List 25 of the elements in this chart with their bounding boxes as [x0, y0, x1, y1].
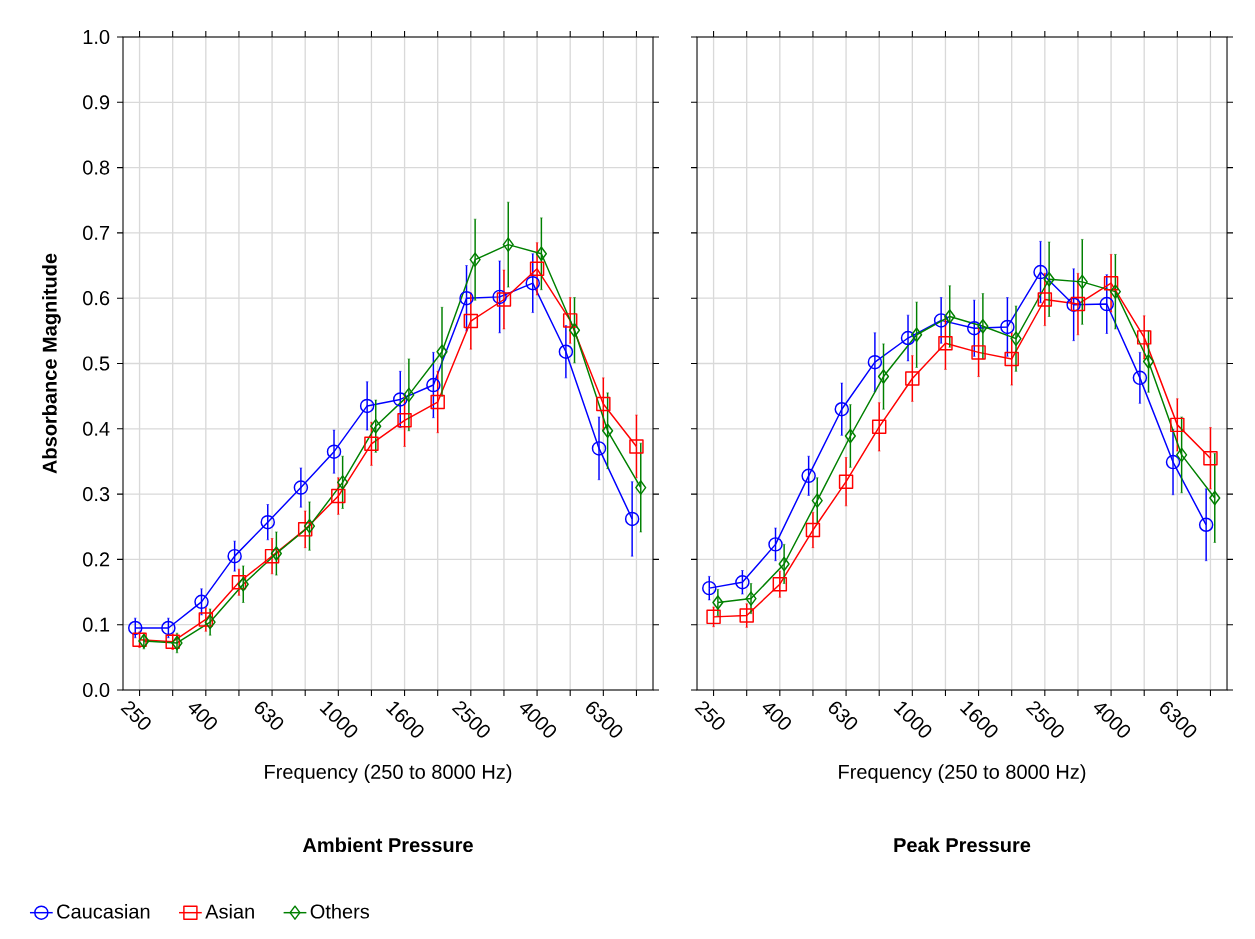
x-axis-title: Frequency (250 to 8000 Hz)	[265, 764, 512, 783]
x-tick-label: 250	[120, 701, 151, 730]
y-axis-title: Absorbance Magnitude	[42, 253, 61, 474]
y-tick-label: 0.6	[83, 291, 110, 306]
y-tick-label: 0.0	[83, 682, 110, 698]
y-tick-label: 0.7	[83, 225, 110, 240]
y-tick-label: 0.9	[83, 95, 110, 110]
x-tick-label: 400	[188, 703, 217, 730]
legend-label: Others	[310, 903, 370, 919]
y-tick-label: 0.3	[83, 487, 110, 502]
y-tick-label: 1.0	[83, 29, 110, 45]
y-tick-label: 0.5	[83, 356, 110, 371]
y-tick-label: 0.1	[83, 617, 110, 632]
x-tick-label: 630	[828, 701, 858, 730]
x-tick-label: 630	[254, 701, 284, 730]
legend-label: Caucasian	[57, 903, 150, 919]
x-tick-label: 250	[694, 701, 725, 730]
y-tick-label: 0.2	[83, 552, 110, 567]
x-axis-title: Frequency (250 to 8000 Hz)	[839, 764, 1086, 783]
y-tick-label: 0.8	[83, 160, 110, 175]
text: Peak Pressure	[894, 837, 1031, 853]
legend-label: Asian	[205, 903, 254, 919]
y-tick-label: 0.4	[83, 421, 110, 436]
text: Ambient Pressure	[302, 837, 473, 853]
x-tick-label: 400	[762, 703, 791, 730]
